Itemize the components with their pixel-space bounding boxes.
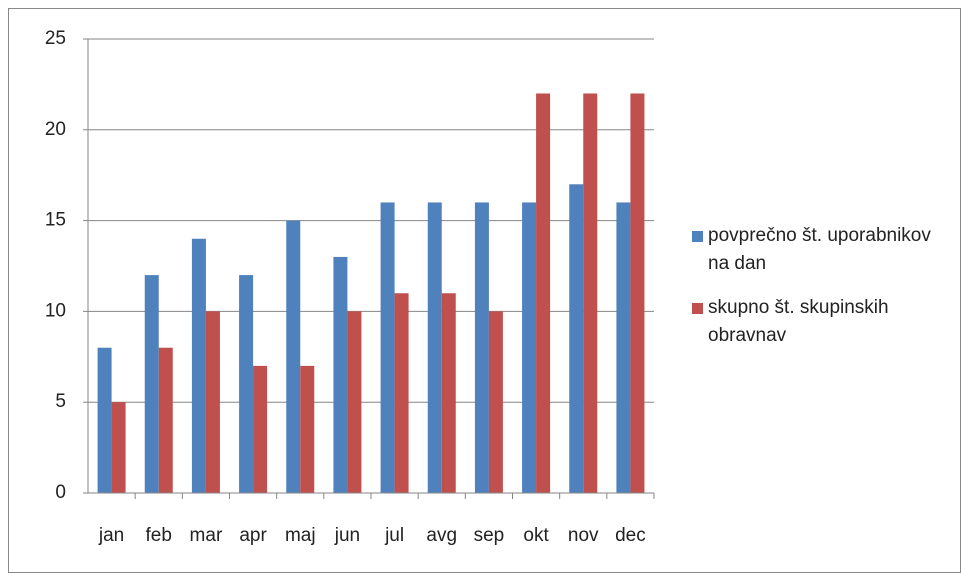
legend-swatch bbox=[692, 231, 703, 242]
bar bbox=[394, 293, 409, 493]
bar bbox=[191, 238, 206, 493]
bar bbox=[347, 311, 362, 493]
x-tick-label: nov bbox=[568, 525, 599, 546]
bar bbox=[253, 365, 268, 493]
x-tick-label: apr bbox=[239, 525, 267, 546]
bar bbox=[522, 202, 537, 493]
bar bbox=[536, 93, 551, 493]
bar bbox=[427, 202, 442, 493]
x-tick-label: avg bbox=[426, 525, 457, 546]
y-tick-label: 10 bbox=[45, 300, 66, 321]
bar bbox=[474, 202, 489, 493]
bar bbox=[144, 275, 159, 493]
x-tick-label: jul bbox=[384, 525, 404, 546]
bar bbox=[630, 93, 645, 493]
legend-label: skupno št. skupinskih obravnav bbox=[708, 297, 889, 346]
x-tick-label: okt bbox=[523, 525, 549, 546]
x-tick-label: jun bbox=[334, 525, 360, 546]
bar bbox=[300, 365, 315, 493]
x-tick-label: sep bbox=[474, 525, 505, 546]
bar bbox=[286, 220, 301, 493]
bar bbox=[616, 202, 631, 493]
legend-label: povprečno št. uporabnikov na dan bbox=[708, 225, 931, 274]
legend: povprečno št. uporabnikov na dan skupno š… bbox=[692, 222, 954, 366]
bar bbox=[488, 311, 503, 493]
x-tick-label: maj bbox=[285, 525, 316, 546]
y-tick-label: 5 bbox=[55, 391, 66, 412]
bar bbox=[97, 347, 112, 493]
y-tick-label: 20 bbox=[45, 119, 66, 140]
bar bbox=[380, 202, 395, 493]
bar bbox=[583, 93, 598, 493]
legend-swatch bbox=[692, 303, 703, 314]
bar bbox=[569, 184, 584, 493]
bar bbox=[158, 347, 173, 493]
bar bbox=[111, 402, 126, 493]
x-tick-label: feb bbox=[146, 525, 172, 546]
bar bbox=[333, 256, 348, 493]
bar bbox=[205, 311, 220, 493]
x-tick-label: dec bbox=[615, 525, 646, 546]
y-tick-label: 15 bbox=[45, 210, 66, 231]
y-tick-label: 25 bbox=[45, 28, 66, 49]
y-tick-label: 0 bbox=[55, 482, 66, 503]
legend-item: skupno št. skupinskih obravnav bbox=[692, 294, 954, 350]
x-tick-label: jan bbox=[98, 525, 124, 546]
x-tick-label: mar bbox=[190, 525, 223, 546]
bar bbox=[441, 293, 456, 493]
legend-item: povprečno št. uporabnikov na dan bbox=[692, 222, 954, 278]
bar bbox=[239, 275, 254, 493]
